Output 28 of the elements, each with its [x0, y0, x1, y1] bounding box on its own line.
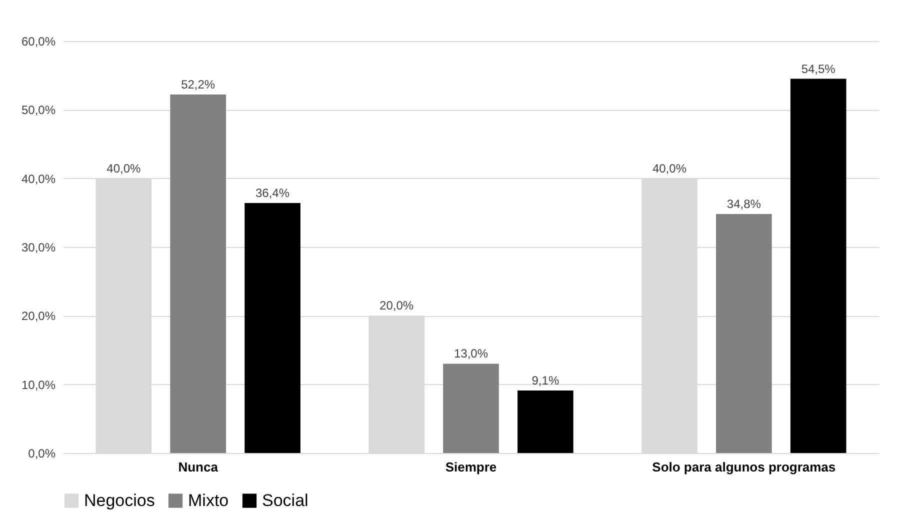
y-tick-label: 0,0%: [28, 446, 56, 460]
data-label: 52,2%: [181, 78, 216, 92]
legend-label: Social: [262, 490, 308, 510]
bar: [244, 203, 300, 453]
y-tick-label: 10,0%: [21, 378, 56, 392]
x-tick-label: Solo para algunos programas: [652, 460, 836, 474]
bar: [518, 390, 574, 453]
y-tick-label: 20,0%: [21, 309, 56, 324]
legend-label: Negocios: [84, 490, 155, 510]
data-label: 13,0%: [454, 346, 488, 361]
y-tick-label: 30,0%: [21, 240, 56, 254]
data-label: 34,8%: [726, 197, 762, 212]
y-tick-label: 40,0%: [21, 172, 56, 186]
data-label: 54,5%: [801, 62, 836, 76]
bar: [716, 214, 772, 453]
data-label: 40,0%: [106, 161, 141, 176]
data-label: 40,0%: [652, 161, 687, 176]
bar: [443, 364, 499, 453]
y-tick-label: 50,0%: [21, 103, 56, 118]
data-label: 36,4%: [256, 186, 290, 200]
x-tick-label: Siempre: [445, 460, 497, 474]
data-label: 9,1%: [532, 374, 560, 388]
data-label: 20,0%: [380, 298, 414, 313]
legend-label: Mixto: [188, 490, 229, 510]
bar: [790, 78, 846, 453]
bar: [170, 94, 226, 453]
x-tick-label: Nunca: [178, 460, 219, 474]
y-tick-label: 60,0%: [21, 34, 56, 48]
